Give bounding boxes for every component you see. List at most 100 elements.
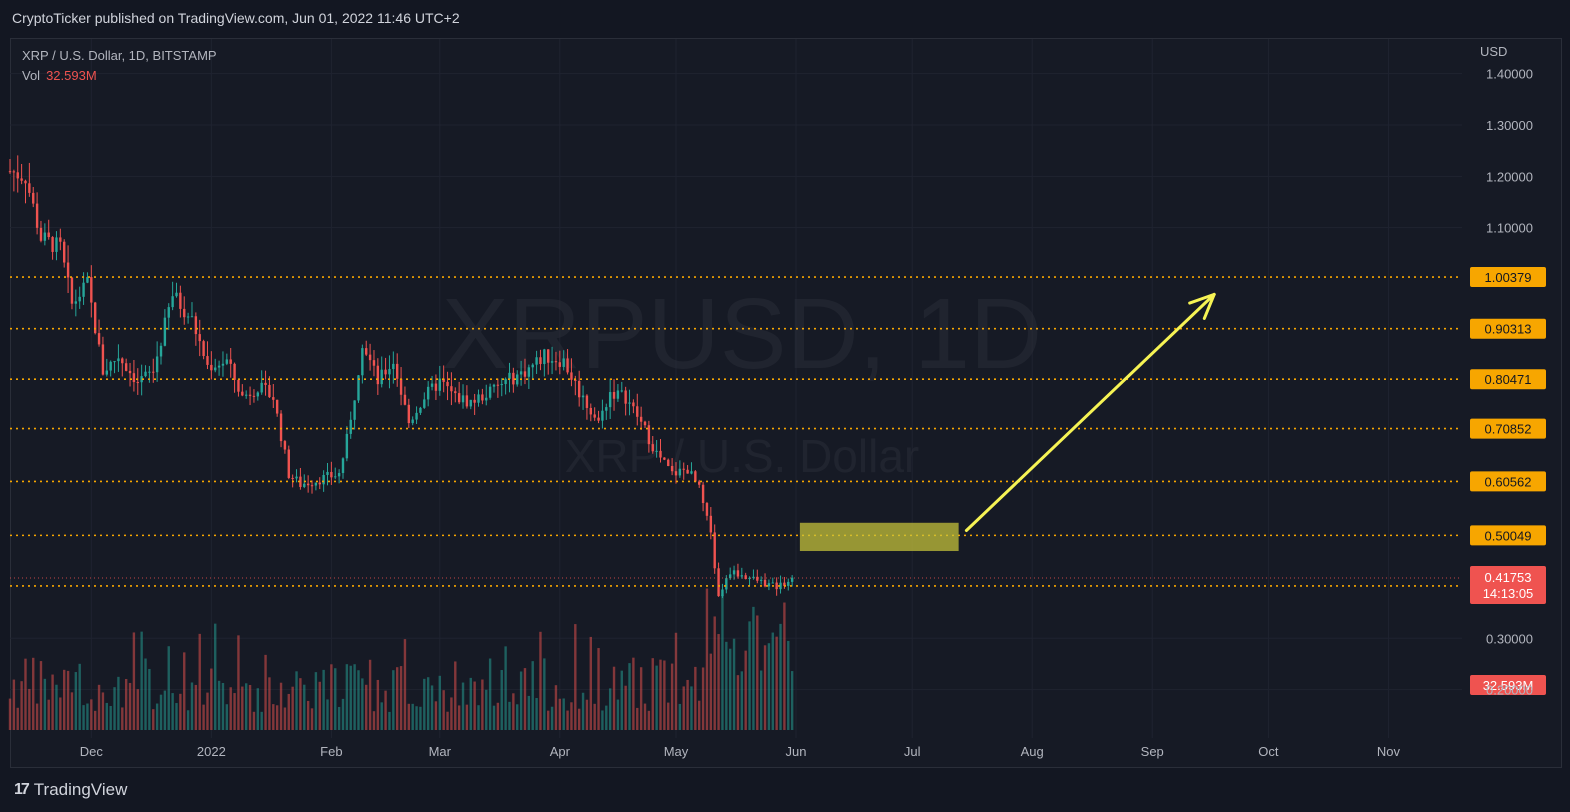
candle-body (608, 392, 612, 408)
candle-body (248, 394, 252, 396)
volume-badge: 32.593M (1483, 678, 1534, 693)
level-label-bg (1470, 369, 1546, 390)
candle-body (705, 503, 709, 516)
candle-body (465, 395, 469, 407)
volume-bar (210, 668, 213, 730)
candle-body (291, 477, 294, 479)
volume-bar (709, 653, 713, 730)
candle-body (159, 345, 163, 357)
volume-bar (306, 700, 310, 730)
volume-bar (465, 704, 469, 730)
candle-body (597, 417, 600, 421)
candle-body (415, 412, 418, 420)
volume-bar (97, 684, 101, 730)
volume-bar (365, 684, 368, 730)
candle-body (601, 410, 604, 421)
volume-bar (438, 675, 441, 730)
candle-body (547, 349, 550, 363)
volume-bar (713, 616, 716, 730)
volume-bar (314, 672, 318, 730)
volume-bar (612, 666, 616, 730)
x-tick-label: Nov (1377, 744, 1401, 759)
volume-bar (636, 707, 639, 730)
volume-bar (70, 692, 74, 730)
candle-body (210, 364, 213, 371)
candle-body (539, 357, 542, 365)
volume-bar (566, 710, 569, 730)
candle-body (186, 316, 190, 318)
candle-body (558, 362, 562, 367)
volume-bar (287, 693, 290, 730)
volume-bar (767, 643, 771, 730)
volume-bar (535, 698, 538, 730)
volume-bar (659, 659, 662, 730)
candle-body (35, 203, 39, 228)
volume-bar (419, 706, 422, 730)
candle-body (562, 358, 565, 367)
candle-body (357, 375, 360, 401)
candle-body (636, 406, 639, 417)
tradingview-mark-icon: 17 (14, 781, 30, 798)
candle-body (314, 482, 318, 486)
candle-body (8, 171, 12, 173)
candle-body (759, 579, 763, 581)
volume-bar (732, 638, 736, 730)
volume-bar (74, 672, 78, 730)
candle-body (303, 483, 306, 487)
candle-body (787, 581, 790, 586)
tradingview-logo[interactable]: 17 TradingView (14, 780, 127, 800)
volume-bar (229, 687, 232, 730)
volume-bar (183, 652, 186, 730)
volume-bar (399, 666, 403, 730)
candle-body (508, 372, 511, 379)
volume-bar (24, 658, 27, 730)
volume-bar (93, 710, 97, 730)
volume-bar (554, 685, 558, 730)
volume-bar (140, 631, 143, 730)
volume-bar (643, 703, 647, 730)
volume-bar (725, 641, 728, 730)
candle-body (566, 358, 569, 373)
volume-bar (194, 684, 198, 730)
candle-body (349, 419, 352, 434)
candle-body (783, 582, 786, 586)
volume-bar (759, 670, 763, 730)
volume-bar (705, 588, 709, 730)
candle-body (256, 392, 260, 397)
volume-bar (616, 699, 620, 730)
candle-body (667, 459, 670, 467)
volume-bar (519, 671, 523, 730)
volume-bar (395, 667, 399, 730)
candle-body (655, 450, 658, 452)
chart-frame[interactable] (10, 38, 1562, 768)
volume-bar (771, 632, 774, 730)
volume-bar (701, 667, 705, 730)
volume-bar (550, 706, 554, 730)
candle-body (214, 367, 217, 371)
volume-bar (694, 666, 697, 730)
volume-bar (663, 660, 666, 730)
volume-bar (628, 663, 631, 730)
volume-bar (51, 674, 54, 730)
volume-bar (303, 684, 306, 730)
y-tick-label: 1.30000 (1486, 118, 1533, 133)
candle-body (740, 575, 744, 577)
volume-bar (485, 689, 488, 730)
watermark-description: XRP / U.S. Dollar (565, 430, 919, 482)
volume-bar (190, 682, 194, 730)
candle-body (63, 241, 66, 263)
volume-bar (179, 693, 182, 730)
volume-bar (740, 671, 744, 730)
candle-body (233, 363, 236, 380)
volume-bar (783, 602, 786, 730)
candle-body (140, 376, 143, 383)
volume-bar (558, 698, 562, 730)
candle-body (341, 458, 345, 474)
candle-body (632, 402, 635, 407)
candle-body (128, 370, 132, 374)
candle-body (756, 576, 759, 581)
candle-body (264, 382, 267, 385)
volume-bar (32, 657, 35, 730)
axis-layer: Dec 2022 Feb Mar Apr May Jun Jul Aug Sep Oct Nov 1.4… (80, 44, 1533, 759)
